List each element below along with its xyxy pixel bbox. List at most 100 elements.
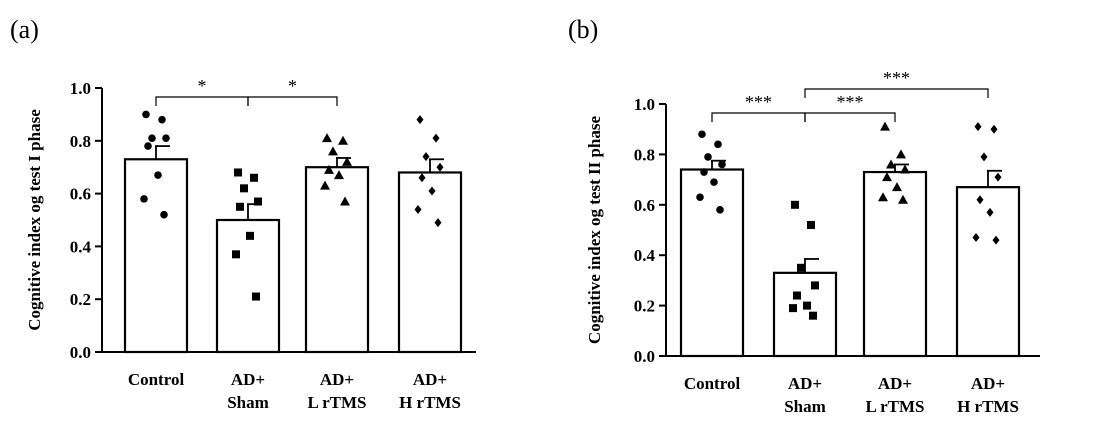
data-point	[700, 168, 708, 176]
x-tick-label: L rTMS	[307, 393, 366, 412]
y-tick-label: 0.4	[70, 237, 92, 256]
x-tick-label: L rTMS	[865, 397, 924, 416]
x-tick-label: AD+	[320, 370, 354, 389]
x-tick-label: Control	[684, 374, 741, 393]
data-point	[432, 133, 440, 143]
data-point	[898, 194, 908, 204]
significance-label: *	[288, 76, 297, 96]
data-point	[232, 250, 240, 259]
data-point	[811, 281, 819, 290]
data-point	[422, 152, 430, 162]
data-point	[791, 200, 799, 209]
data-point	[154, 171, 162, 179]
significance-label: *	[198, 76, 207, 96]
bar	[955, 186, 1021, 358]
bar	[397, 171, 463, 354]
panel-label: (b)	[568, 15, 598, 44]
data-point	[980, 152, 988, 162]
data-point	[322, 133, 332, 143]
data-point	[246, 231, 254, 240]
data-point	[142, 110, 150, 119]
data-point	[886, 159, 896, 169]
significance-bracket	[155, 96, 249, 106]
data-point	[976, 195, 984, 205]
data-point	[414, 204, 422, 214]
data-point	[162, 134, 170, 142]
data-point	[797, 263, 805, 272]
significance-bracket	[804, 88, 989, 98]
data-point	[158, 115, 166, 124]
data-point	[710, 178, 718, 186]
data-point	[972, 233, 980, 243]
y-tick-label: 0.0	[70, 343, 91, 362]
panel-label: (a)	[10, 15, 39, 44]
data-point	[878, 192, 888, 202]
data-point	[148, 134, 156, 142]
y-tick-label: 0.4	[634, 246, 656, 265]
data-point	[974, 122, 982, 132]
data-point	[436, 162, 444, 172]
data-point	[896, 149, 906, 159]
data-point	[882, 172, 892, 182]
x-tick-label: AD+	[788, 374, 822, 393]
data-point	[254, 197, 262, 206]
data-point	[250, 173, 258, 182]
data-point	[990, 124, 998, 134]
x-tick-label: H rTMS	[957, 397, 1019, 416]
x-tick-label: AD+	[878, 374, 912, 393]
y-tick-label: 0.8	[634, 145, 655, 164]
data-point	[698, 130, 706, 139]
data-point	[718, 160, 726, 169]
x-tick-label: Sham	[784, 397, 826, 416]
data-point	[418, 173, 426, 183]
y-tick-label: 1.0	[70, 79, 91, 98]
bar	[862, 170, 928, 358]
chart-panel-a: (a) 0.0 0.2 0.4 0.6 0.8 1.0 Cognitive index og …	[10, 15, 476, 412]
data-point	[793, 291, 801, 300]
data-point	[252, 292, 260, 301]
data-point	[716, 206, 724, 214]
data-point	[809, 311, 817, 320]
y-tick-label: 1.0	[634, 95, 655, 114]
data-point	[992, 235, 1000, 245]
significance-bracket	[804, 112, 896, 122]
data-point	[334, 170, 344, 180]
data-point	[986, 207, 994, 217]
data-point	[704, 153, 712, 161]
significance-label: ***	[745, 92, 772, 112]
x-tick-label: AD+	[231, 370, 265, 389]
data-point	[880, 121, 890, 131]
data-point	[140, 195, 148, 203]
y-tick-label: 0.6	[634, 196, 655, 215]
bar	[772, 271, 838, 358]
y-tick-label: 0.2	[634, 297, 655, 316]
data-point	[324, 164, 334, 174]
data-point	[803, 301, 811, 310]
data-point	[416, 115, 424, 125]
data-point	[340, 196, 350, 206]
chart-panel-b: (b) 0.0 0.2 0.4 0.6 0.8 1.0 Cognitive index og …	[568, 15, 1040, 416]
data-point	[900, 164, 910, 174]
data-point	[428, 186, 436, 196]
data-point	[160, 210, 168, 219]
x-tick-label: Sham	[227, 393, 269, 412]
data-point	[892, 182, 902, 192]
bar	[123, 158, 189, 354]
significance-bracket	[711, 112, 806, 122]
y-axis-title: Cognitive index og test II phase	[585, 116, 604, 345]
x-tick-label: H rTMS	[399, 393, 461, 412]
data-point	[234, 168, 242, 177]
x-tick-label: AD+	[413, 370, 447, 389]
data-point	[696, 193, 704, 202]
y-tick-label: 0.8	[70, 132, 91, 151]
data-point	[144, 142, 152, 150]
x-tick-label: Control	[128, 370, 185, 389]
bar	[679, 168, 745, 358]
y-tick-label: 0.2	[70, 290, 91, 309]
data-point	[434, 218, 442, 228]
data-point	[807, 220, 815, 229]
data-point	[342, 156, 352, 166]
y-tick-label: 0.6	[70, 185, 91, 204]
significance-bracket	[247, 96, 338, 106]
